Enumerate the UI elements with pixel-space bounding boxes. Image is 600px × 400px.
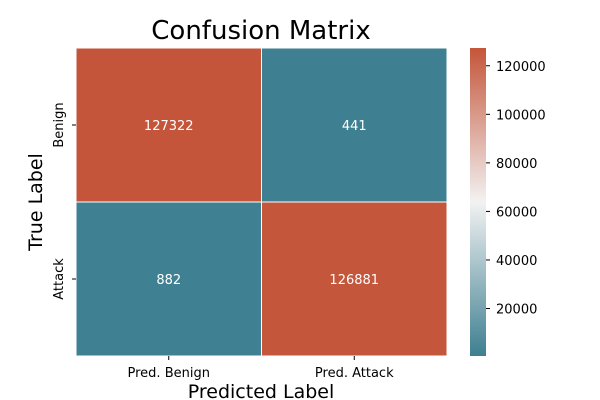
y-tick-label: Benign bbox=[52, 102, 67, 147]
colorbar-tick-label: 60000 bbox=[496, 205, 537, 220]
cell-value-label: 126881 bbox=[329, 273, 379, 288]
heatmap-cell bbox=[75, 47, 262, 203]
y-axis-ticks: Benign Attack bbox=[52, 102, 76, 300]
chart-title: Confusion Matrix bbox=[151, 16, 370, 46]
heatmap-cell bbox=[261, 47, 448, 203]
y-axis-label: True Label bbox=[25, 153, 47, 252]
cell-value-label: 127322 bbox=[144, 119, 194, 134]
x-tick-label: Pred. Benign bbox=[128, 366, 210, 381]
colorbar bbox=[470, 48, 486, 356]
colorbar-tick-label: 20000 bbox=[496, 303, 537, 318]
cell-value-label: 441 bbox=[342, 119, 367, 134]
heatmap-cell-labels: 127322 441 882 126881 bbox=[144, 119, 379, 288]
x-axis-label: Predicted Label bbox=[188, 381, 335, 400]
colorbar-tick-label: 40000 bbox=[496, 254, 537, 269]
heatmap-cell bbox=[75, 201, 262, 357]
heatmap-cells bbox=[75, 47, 448, 357]
y-tick-label: Attack bbox=[52, 258, 67, 300]
colorbar-tick-label: 100000 bbox=[496, 108, 546, 123]
colorbar-tick-label: 80000 bbox=[496, 157, 537, 172]
heatmap-cell bbox=[261, 201, 448, 357]
x-tick-label: Pred. Attack bbox=[315, 366, 394, 381]
x-axis-ticks: Pred. Benign Pred. Attack bbox=[128, 356, 394, 381]
cell-value-label: 882 bbox=[156, 273, 181, 288]
colorbar-ticks: 20000 40000 60000 80000 100000 120000 bbox=[486, 60, 546, 318]
colorbar-tick-label: 120000 bbox=[496, 60, 546, 75]
